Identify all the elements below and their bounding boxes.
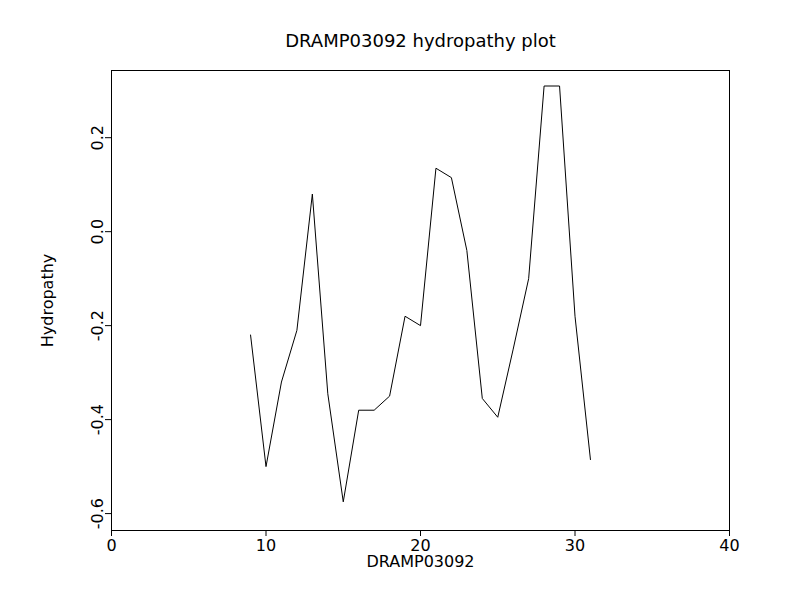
svg-text:DRAMP03092: DRAMP03092 bbox=[366, 552, 474, 571]
svg-text:0.0: 0.0 bbox=[88, 219, 107, 244]
svg-text:DRAMP03092 hydropathy plot: DRAMP03092 hydropathy plot bbox=[285, 30, 556, 51]
svg-text:-0.6: -0.6 bbox=[88, 498, 107, 529]
svg-text:Hydropathy: Hydropathy bbox=[38, 254, 57, 348]
svg-text:20: 20 bbox=[410, 535, 431, 555]
svg-text:0: 0 bbox=[106, 536, 116, 555]
svg-text:-0.4: -0.4 bbox=[88, 404, 107, 435]
svg-text:30: 30 bbox=[565, 536, 585, 555]
svg-text:40: 40 bbox=[719, 536, 739, 555]
svg-text:-0.2: -0.2 bbox=[88, 310, 107, 341]
svg-text:10: 10 bbox=[256, 536, 276, 555]
svg-text:0.2: 0.2 bbox=[88, 125, 107, 150]
